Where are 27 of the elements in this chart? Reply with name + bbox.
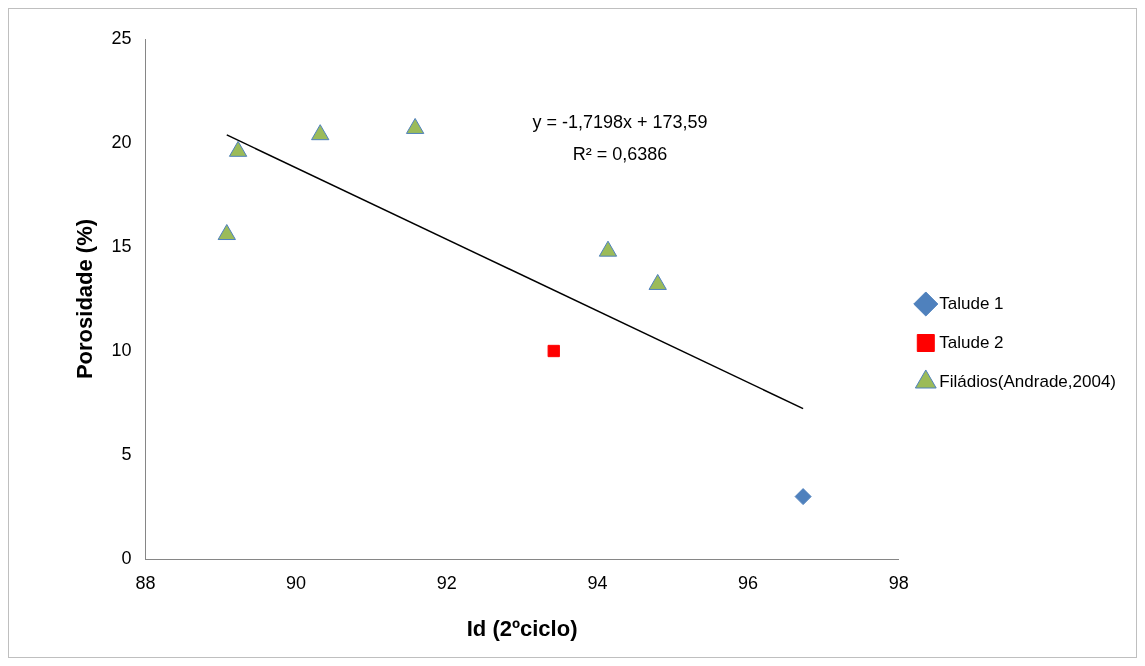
point: [598, 240, 618, 257]
point: [217, 224, 236, 241]
legend-label: Filádios(Andrade,2004): [939, 371, 1116, 391]
x-tick-label: 88: [135, 572, 156, 593]
annotation: R² = 0,6386: [572, 143, 668, 164]
y-tick-label: 15: [111, 235, 132, 256]
x-tick-label: 92: [436, 572, 457, 593]
point: [794, 488, 812, 506]
annotation: y = -1,7198x + 173,59: [532, 111, 708, 132]
point: [311, 124, 330, 141]
y-tick-label: 5: [121, 443, 132, 464]
y-tick-label: 10: [111, 339, 132, 360]
y-axis-title: Porosidade (%): [72, 218, 98, 380]
y-tick-label: 25: [111, 27, 132, 48]
point: [405, 117, 425, 134]
x-tick-label: 90: [286, 572, 307, 593]
legend-label: Talude 1: [939, 293, 1004, 313]
x-tick-label: 98: [888, 572, 909, 593]
legend-label: Talude 2: [939, 332, 1004, 352]
y-tick-label: 20: [111, 131, 132, 152]
point: [228, 140, 248, 157]
y-tick-label: 0: [121, 547, 132, 568]
point: [547, 344, 560, 358]
point: [648, 273, 667, 290]
x-tick-label: 94: [587, 572, 608, 593]
x-tick-label: 96: [738, 572, 759, 593]
x-axis-title: Id (2ºciclo): [466, 615, 578, 641]
